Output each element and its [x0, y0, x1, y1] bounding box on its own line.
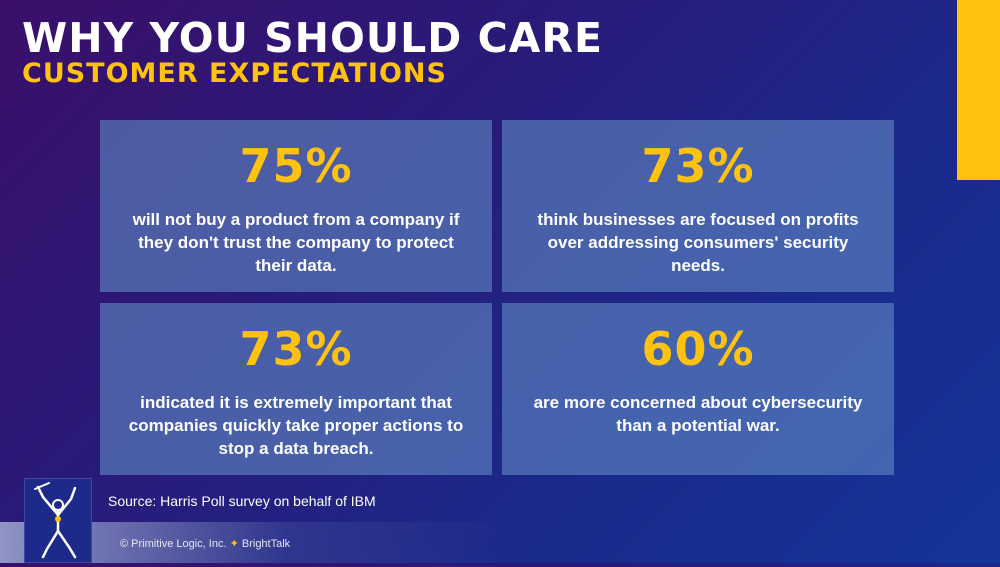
stat-card-2: 73% think businesses are focused on prof… — [502, 120, 894, 292]
copyright-left: © Primitive Logic, Inc. — [120, 538, 227, 550]
page-subtitle: CUSTOMER EXPECTATIONS — [22, 58, 447, 89]
stat-value: 73% — [641, 139, 755, 193]
stat-card-1: 75% will not buy a product from a compan… — [100, 120, 492, 292]
primitive-logic-logo-icon — [24, 478, 92, 563]
stat-card-4: 60% are more concerned about cybersecuri… — [502, 303, 894, 475]
stat-value: 73% — [239, 322, 353, 376]
copyright-line: © Primitive Logic, Inc. ✦ BrightTalk — [120, 537, 290, 551]
stat-description: are more concerned about cybersecurity t… — [533, 393, 863, 435]
source-citation: Source: Harris Poll survey on behalf of … — [108, 493, 376, 509]
copyright-right: BrightTalk — [241, 538, 291, 550]
stat-value: 75% — [239, 139, 353, 193]
stat-value: 60% — [641, 322, 755, 376]
stat-description: think businesses are focused on profits … — [537, 210, 859, 275]
stat-description: will not buy a product from a company if… — [132, 210, 460, 275]
accent-bar — [957, 0, 1000, 180]
stat-card-3: 73% indicated it is extremely important … — [100, 303, 492, 475]
stat-description: indicated it is extremely important that… — [128, 393, 464, 458]
separator-star-icon: ✦ — [229, 538, 239, 550]
page-title: WHY YOU SHOULD CARE — [22, 14, 603, 62]
